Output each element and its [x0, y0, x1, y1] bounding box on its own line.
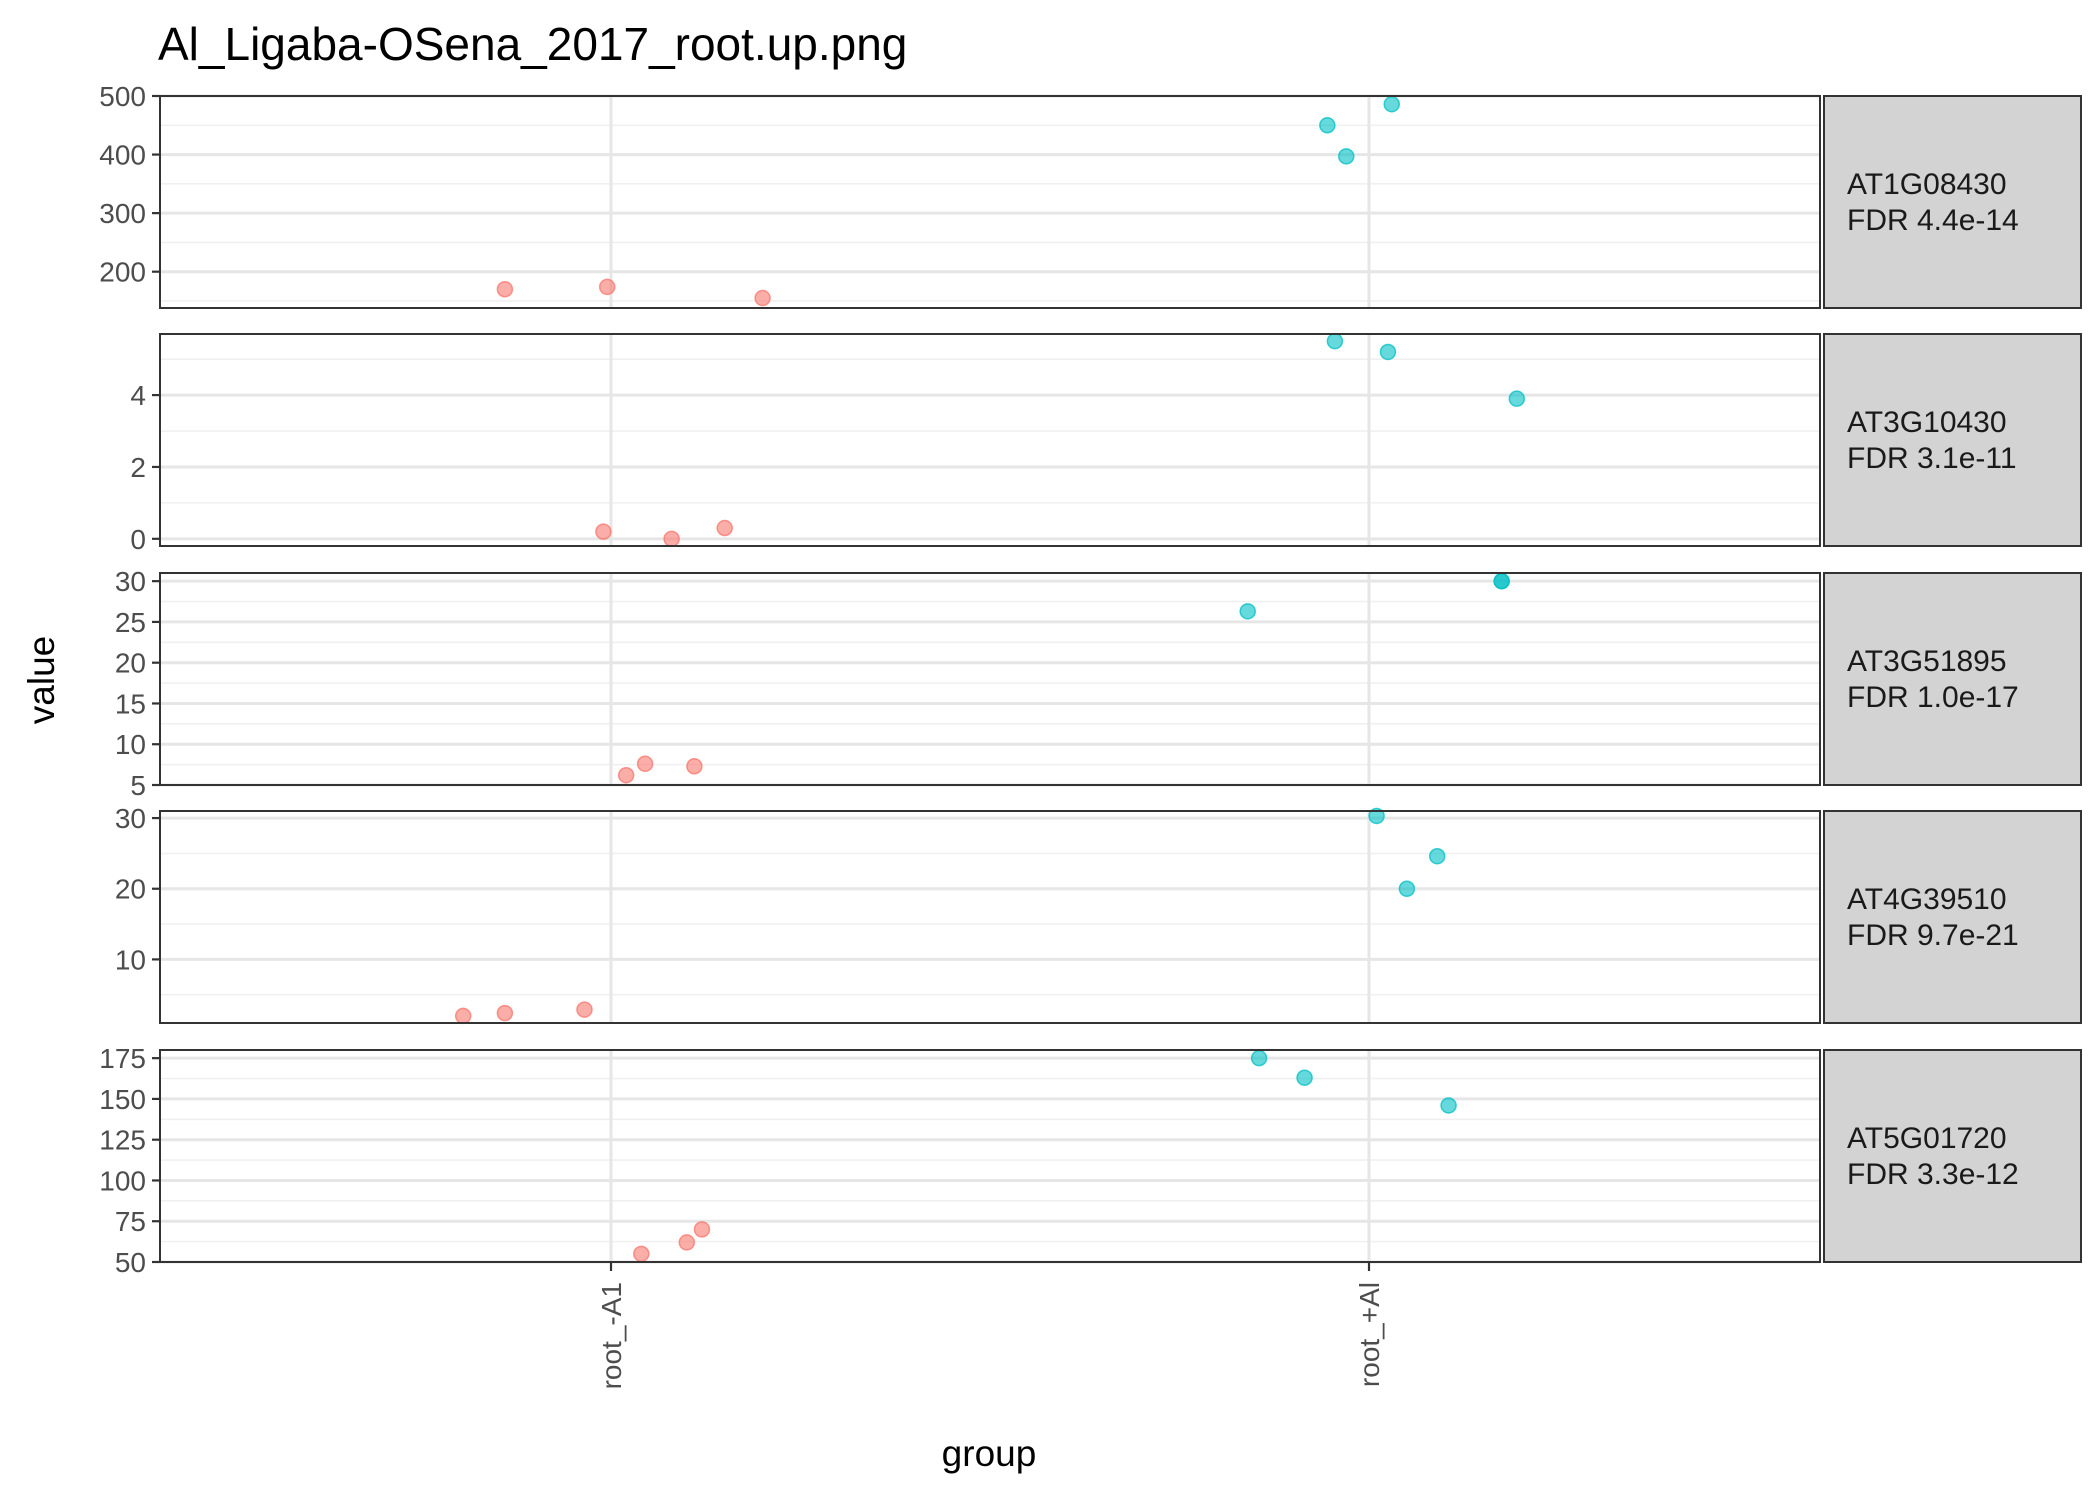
y-tick-label: 100	[99, 1165, 146, 1196]
x-axis-title: group	[942, 1433, 1037, 1474]
facet-strip	[1823, 572, 2082, 786]
y-tick-label: 5	[130, 770, 146, 801]
panel-border	[159, 810, 1821, 1024]
y-tick-label: 10	[115, 944, 146, 975]
data-point	[1383, 95, 1400, 113]
facet-strip	[1823, 333, 2082, 547]
y-tick-label: 50	[115, 1247, 146, 1278]
facet-fdr-label: FDR 3.3e-12	[1847, 1158, 2019, 1191]
panel-border	[159, 1049, 1821, 1263]
facet-fdr-label: FDR 1.0e-17	[1847, 681, 2019, 714]
y-tick-label: 175	[99, 1043, 146, 1074]
y-tick-label: 20	[115, 648, 146, 679]
data-point	[617, 766, 635, 784]
y-tick-label: 30	[115, 566, 146, 597]
data-point	[595, 523, 612, 540]
facet-gene-label: AT3G10430	[1847, 406, 2007, 439]
data-point	[1368, 807, 1385, 825]
data-point	[1250, 1049, 1268, 1067]
facet-fdr-label: FDR 4.4e-14	[1847, 204, 2019, 237]
data-point	[1440, 1097, 1457, 1114]
data-point	[693, 1221, 711, 1238]
chart-title: Al_Ligaba-OSena_2017_root.up.png	[158, 18, 907, 70]
y-tick-label: 15	[115, 688, 146, 719]
x-tick-label: root_+Al	[1354, 1282, 1385, 1387]
y-tick-label: 20	[115, 874, 146, 905]
data-point	[1338, 148, 1355, 165]
y-tick-label: 150	[99, 1084, 146, 1115]
facet-strip	[1823, 810, 2082, 1024]
y-tick-label: 200	[99, 257, 146, 288]
data-point	[686, 757, 703, 775]
data-point	[636, 755, 654, 773]
data-point	[1296, 1069, 1313, 1086]
facet-gene-label: AT3G51895	[1847, 645, 2007, 678]
data-point	[1493, 572, 1510, 590]
facet-strip	[1823, 1049, 2082, 1263]
y-tick-label: 125	[99, 1125, 146, 1156]
data-point	[663, 530, 680, 548]
data-point	[1398, 880, 1416, 897]
facet-fdr-label: FDR 3.1e-11	[1847, 442, 2017, 475]
panel-border	[159, 572, 1821, 786]
data-point	[1326, 332, 1344, 350]
y-tick-label: 300	[99, 198, 146, 229]
facet-gene-label: AT5G01720	[1847, 1122, 2007, 1155]
facet-fdr-label: FDR 9.7e-21	[1847, 919, 2019, 952]
data-point	[754, 289, 771, 307]
y-tick-label: 75	[115, 1206, 146, 1237]
data-point	[1319, 117, 1336, 134]
y-tick-label: 0	[130, 524, 146, 555]
y-tick-label: 400	[99, 140, 146, 171]
y-tick-label: 10	[115, 729, 146, 760]
panel-border	[159, 333, 1821, 547]
data-point	[496, 281, 514, 298]
data-point	[1379, 343, 1397, 361]
facet-gene-label: AT4G39510	[1847, 883, 2007, 916]
data-point	[598, 278, 616, 296]
y-tick-label: 30	[115, 803, 146, 834]
data-point	[496, 1004, 514, 1022]
panel-border	[159, 95, 1821, 309]
x-tick-label: root_-A1	[596, 1282, 627, 1389]
data-point	[454, 1007, 472, 1025]
y-tick-label: 500	[99, 81, 146, 112]
data-point	[1508, 390, 1526, 407]
facet-gene-label: AT1G08430	[1847, 168, 2007, 201]
y-tick-label: 4	[130, 380, 146, 411]
data-point	[678, 1234, 696, 1251]
y-tick-label: 25	[115, 607, 146, 638]
facet-strip	[1823, 95, 2082, 309]
data-point	[1239, 603, 1256, 620]
y-axis-title: value	[21, 636, 62, 724]
y-tick-label: 2	[130, 452, 146, 483]
data-point	[716, 519, 733, 537]
data-point	[576, 1001, 593, 1018]
data-point	[633, 1245, 650, 1263]
data-point	[1428, 847, 1446, 865]
